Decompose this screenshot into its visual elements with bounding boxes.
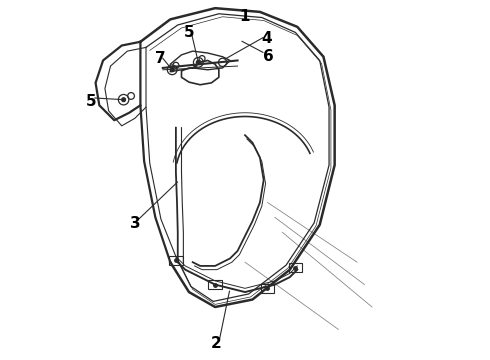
Bar [289,263,302,272]
Circle shape [196,60,200,64]
Text: 5: 5 [85,94,96,109]
Text: 7: 7 [155,50,166,66]
Bar [169,256,183,265]
Circle shape [122,98,125,102]
Bar [261,284,274,293]
Circle shape [171,68,174,72]
Bar [208,280,222,289]
Text: 2: 2 [211,336,221,351]
Text: 4: 4 [261,31,272,46]
Text: 3: 3 [130,216,141,230]
Text: 1: 1 [240,9,250,24]
Text: 5: 5 [184,26,195,40]
Text: 6: 6 [263,49,274,64]
